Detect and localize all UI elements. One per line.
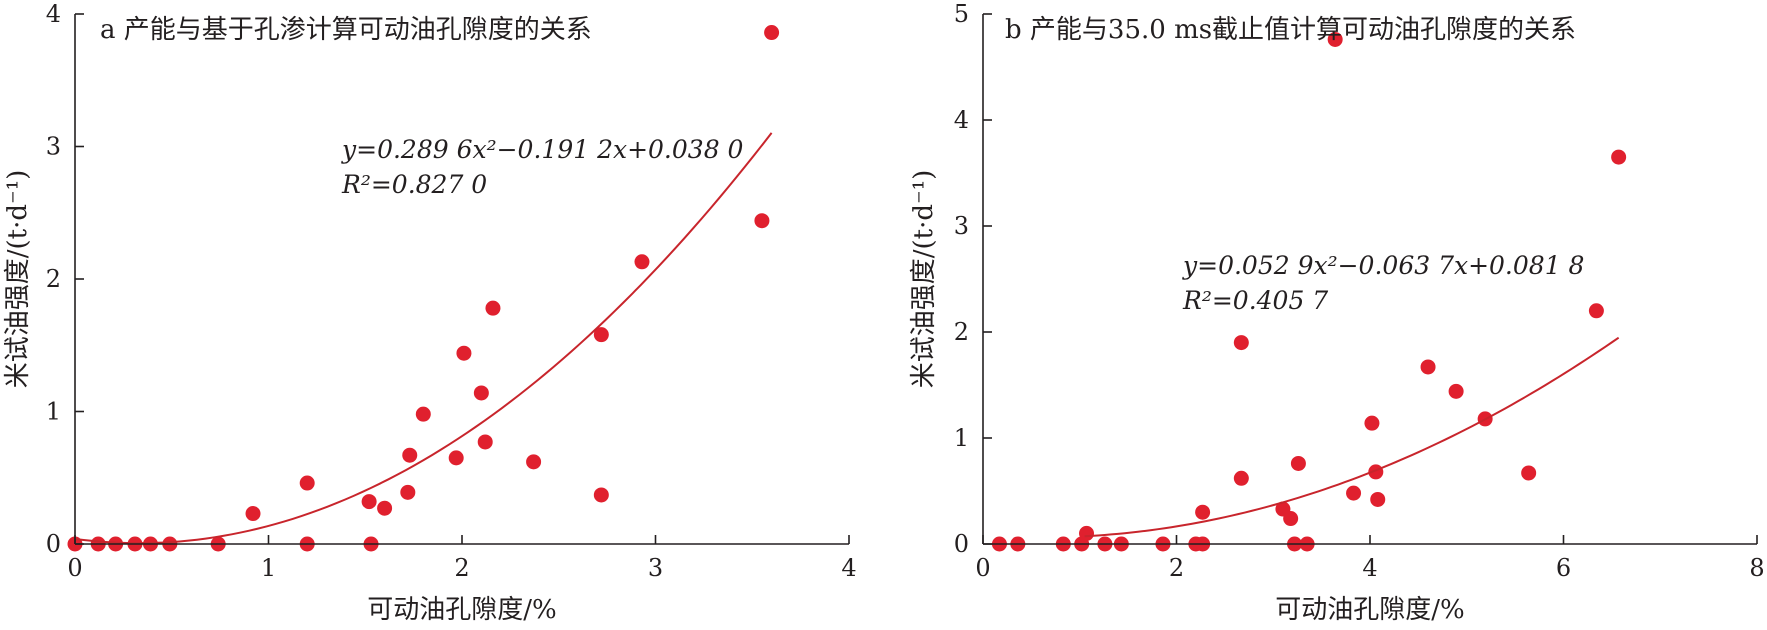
panel-b-data-point: [1588, 303, 1604, 319]
panel-b-x-tick-label: 4: [1362, 554, 1377, 582]
panel-b-data-point: [1611, 149, 1627, 165]
panel-b-trendline: [1084, 336, 1620, 538]
panel-a-data-point: [299, 475, 315, 491]
panel-b-x-axis-title: 可动油孔隙度/%: [1275, 595, 1464, 625]
panel-b-ticks: 0 2 4 6 8 0 1 2 3 4 5: [954, 0, 1765, 582]
panel-b-y-tick-label: 3: [954, 212, 969, 240]
panel-b-title: b 产能与35.0 ms截止值计算可动油孔隙度的关系: [1005, 15, 1576, 45]
panel-b-data-point: [1448, 383, 1464, 399]
panel-a-data-point: [245, 506, 261, 522]
panel-b-data-point: [1290, 455, 1306, 471]
panel-b: 0 2 4 6 8 0 1 2 3 4 5 b 产能与35.0 ms截止值计算可动油孔隙度的关系 y…: [909, 0, 1765, 625]
panel-b-y-tick-label: 5: [954, 0, 969, 28]
panel-b-data-point: [1327, 31, 1343, 47]
panel-a-y-tick-label: 3: [46, 133, 61, 161]
panel-a-x-tick-label: 0: [67, 554, 82, 582]
panel-b-equation: y=0.052 9x²−0.063 7x+0.081 8: [1182, 251, 1584, 280]
panel-a-x-tick-label: 2: [454, 554, 469, 582]
panel-b-y-axis-title: 米试油强度/(t·d⁻¹): [909, 170, 939, 389]
panel-a-points: [67, 25, 780, 552]
panel-a-data-point: [448, 450, 464, 466]
panel-b-x-tick-label: 6: [1556, 554, 1571, 582]
panel-b-data-point: [1370, 491, 1386, 507]
panel-b-x-tick-label: 2: [1169, 554, 1184, 582]
panel-a-y-tick-label: 2: [46, 265, 61, 293]
panel-a-y-tick-label: 4: [46, 0, 61, 28]
panel-b-r2: R²=0.405 7: [1182, 286, 1328, 315]
panel-a-y-tick-label: 1: [46, 398, 61, 426]
panel-a-trendline: [74, 132, 773, 545]
panel-a-data-point: [477, 434, 493, 450]
panel-a-data-point: [634, 254, 650, 270]
panel-b-data-point: [1079, 525, 1095, 541]
panel-b-data-point: [1233, 335, 1249, 351]
panel-a-data-point: [593, 487, 609, 503]
panel-a-y-axis-title: 米试油强度/(t·d⁻¹): [3, 170, 33, 389]
panel-a-x-axis-title: 可动油孔隙度/%: [367, 595, 556, 625]
panel-a-data-point: [764, 25, 780, 41]
panel-b-y-tick-label: 1: [954, 424, 969, 452]
panel-b-data-point: [1233, 470, 1249, 486]
panel-a-data-point: [593, 327, 609, 343]
panel-a-x-tick-label: 4: [841, 554, 856, 582]
panel-a-data-point: [526, 454, 542, 470]
panel-b-y-tick-label: 4: [954, 106, 969, 134]
panel-b-data-point: [1283, 511, 1299, 527]
panel-a-data-point: [754, 213, 770, 229]
panel-a-y-tick-label: 0: [46, 530, 61, 558]
panel-a-data-point: [473, 385, 489, 401]
panel-a-data-point: [377, 500, 393, 516]
panel-b-data-point: [1364, 415, 1380, 431]
panel-a-equation: y=0.289 6x²−0.191 2x+0.038 0: [341, 135, 744, 164]
panel-b-data-point: [1346, 485, 1362, 501]
panel-b-y-tick-label: 2: [954, 318, 969, 346]
panel-a-data-point: [485, 300, 501, 316]
panel-a-title: a 产能与基于孔渗计算可动油孔隙度的关系: [100, 15, 592, 45]
panel-a-r2: R²=0.827 0: [341, 170, 487, 199]
panel-a-data-point: [415, 406, 431, 422]
panel-a-data-point: [456, 345, 472, 361]
panel-a-x-tick-label: 3: [648, 554, 663, 582]
panel-b-x-tick-label: 0: [975, 554, 990, 582]
panel-b-y-tick-label: 0: [954, 530, 969, 558]
panel-a-ticks: 0 1 2 3 4 0 1 2 3 4: [46, 0, 857, 582]
panel-a-data-point: [402, 447, 418, 463]
panel-b-x-tick-label: 8: [1749, 554, 1764, 582]
panel-a-data-point: [400, 484, 416, 500]
panel-b-data-point: [1195, 504, 1211, 520]
panel-b-data-point: [1521, 465, 1537, 481]
panel-a-x-tick-label: 1: [261, 554, 276, 582]
panel-a-data-point: [361, 494, 377, 510]
panel-a: 0 1 2 3 4 0 1 2 3 4 a 产能与基于孔渗计算可动油孔隙度的关系 y=0.289 …: [3, 0, 857, 625]
panel-b-data-point: [1420, 359, 1436, 375]
